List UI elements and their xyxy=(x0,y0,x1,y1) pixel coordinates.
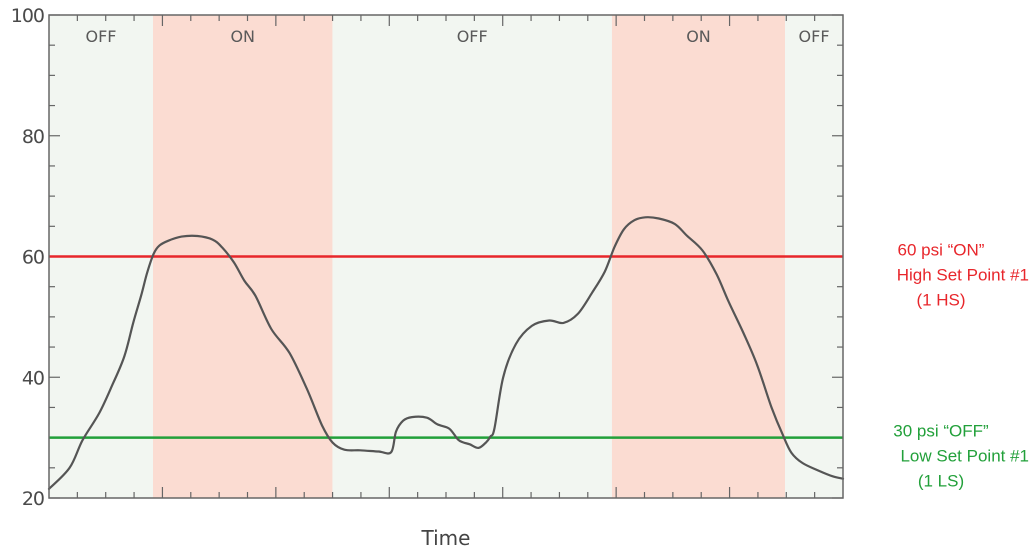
state-band-labels: OFF ON OFF ON OFF xyxy=(86,27,830,46)
set-point-annotation-line: Low Set Point #1 xyxy=(900,447,1029,466)
set-point-annotation-line: (1 HS) xyxy=(916,291,965,310)
plot-frame xyxy=(48,14,844,499)
set-point-annotations: 60 psi “ON” High Set Point #1 (1 HS) 30 psi… xyxy=(893,241,1029,491)
y-tick-label: 20 xyxy=(22,488,44,510)
axis-ticks xyxy=(49,14,843,499)
x-axis-label: Time xyxy=(421,526,471,550)
band-label-off-4: OFF xyxy=(799,27,830,46)
set-point-annotation-line: (1 LS) xyxy=(918,472,964,491)
y-tick-label: 100 xyxy=(11,5,44,27)
y-tick-label: 40 xyxy=(22,367,44,389)
series-line-0 xyxy=(47,216,845,490)
set-point-annotation-line: High Set Point #1 xyxy=(897,266,1029,285)
band-label-on-1: ON xyxy=(230,27,255,46)
set-point-annotation-line: 30 psi “OFF” xyxy=(893,422,989,441)
y-tick-labels: 20 40 60 80 100 xyxy=(11,5,45,510)
band-label-off-0: OFF xyxy=(86,27,117,46)
pressure-series xyxy=(47,216,845,490)
band-label-on-3: ON xyxy=(686,27,711,46)
set-point-lines xyxy=(49,255,843,439)
y-tick-label: 60 xyxy=(22,247,44,269)
band-label-off-2: OFF xyxy=(457,27,488,46)
y-tick-label: 80 xyxy=(22,126,44,148)
set-point-annotation-line: 60 psi “ON” xyxy=(898,241,985,260)
